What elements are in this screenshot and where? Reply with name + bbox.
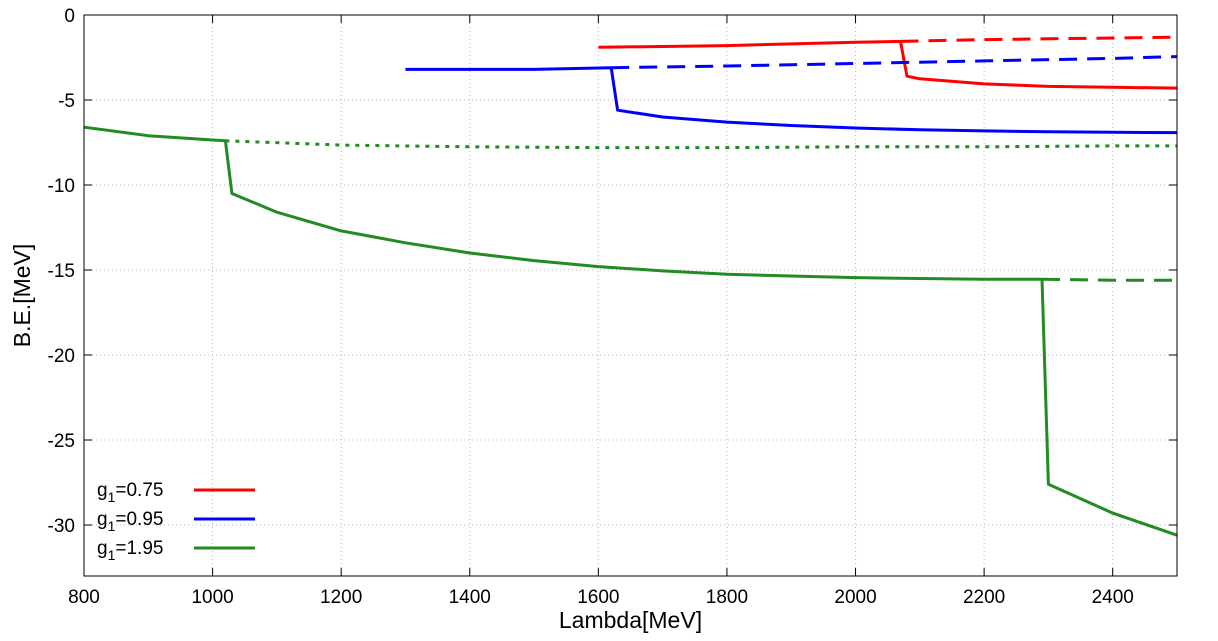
x-tick-label: 800 [68, 587, 100, 608]
legend-label: g1=0.95 [97, 509, 163, 534]
x-tick-label: 2200 [963, 587, 1005, 608]
series-line [611, 55, 1178, 70]
y-tick-label: -10 [48, 176, 75, 197]
x-tick-label: 2000 [834, 587, 876, 608]
series-line [405, 66, 1178, 135]
legend-label-main: g [97, 480, 108, 501]
y-tick-label: -25 [48, 431, 75, 452]
legend-label-subscript: 1 [108, 547, 116, 563]
legend-label: g1=0.75 [97, 480, 163, 505]
legend-label: g1=1.95 [97, 538, 163, 563]
series-line [1041, 277, 1177, 282]
y-tick-label: 0 [64, 6, 75, 27]
x-tick-label: 1400 [449, 587, 491, 608]
legend-label-main: g [97, 538, 108, 559]
plot-frame [83, 14, 1178, 577]
legend-label-subscript: 1 [108, 518, 116, 534]
legend-label-value: =1.95 [115, 538, 163, 559]
axis-ticks: 800 1000 1200 1400 1600 1800 2000 2200 2400 0 -5 -1… [48, 6, 1177, 608]
series-line [598, 39, 1178, 90]
x-axis-title: Lambda[MeV] [559, 607, 702, 633]
y-axis-title: B.E.[MeV] [9, 244, 35, 348]
series-line [900, 35, 1178, 43]
x-tick-label: 1200 [320, 587, 362, 608]
x-tick-label: 2400 [1092, 587, 1134, 608]
series-line [225, 139, 1177, 150]
x-tick-label: 1600 [577, 587, 619, 608]
x-tick-label: 1800 [706, 587, 748, 608]
legend-label-subscript: 1 [108, 489, 116, 505]
series-lines [83, 35, 1178, 537]
y-tick-label: -30 [48, 516, 75, 537]
grid [84, 15, 1177, 576]
series-line [83, 125, 1178, 537]
legend-label-value: =0.75 [115, 480, 163, 501]
y-tick-label: -5 [58, 91, 75, 112]
x-tick-label: 1000 [191, 587, 233, 608]
legend-label-main: g [97, 509, 108, 530]
y-tick-label: -15 [48, 261, 75, 282]
y-tick-label: -20 [48, 346, 75, 367]
legend-label-value: =0.95 [115, 509, 163, 530]
